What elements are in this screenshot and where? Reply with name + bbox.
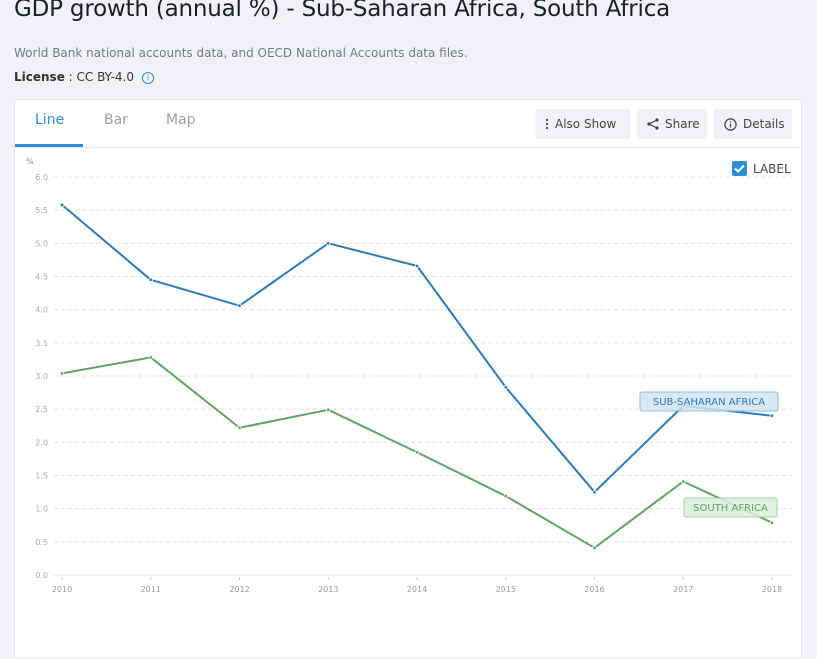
y-tick-label: 4.0 (35, 306, 48, 315)
source-text: World Bank national accounts data, and O… (14, 46, 468, 60)
license-separator: : (64, 70, 77, 84)
data-point (414, 263, 420, 269)
y-axis-unit-label: % (26, 157, 34, 166)
info-icon[interactable]: i (141, 72, 154, 84)
y-tick-label: 1.5 (35, 472, 48, 481)
data-point (503, 493, 508, 499)
series-label-box (639, 391, 779, 412)
active-tab-indicator (15, 144, 83, 147)
y-tick-label: 0.5 (35, 538, 48, 547)
data-point (237, 425, 242, 430)
series-label: SOUTH AFRICA (693, 503, 768, 514)
info-circle-icon (724, 117, 737, 131)
y-tick-label: 4.5 (35, 273, 48, 282)
data-point (148, 355, 153, 360)
share-label: Share (665, 117, 700, 131)
more-vertical-icon (545, 118, 549, 130)
label-checkbox[interactable] (732, 161, 747, 176)
chart-card: Line Bar Map Also Show Share Details LAB… (14, 99, 802, 659)
data-point (326, 407, 331, 413)
tab-map[interactable]: Map (166, 112, 196, 128)
data-point (59, 371, 65, 376)
y-tick-label: 5.0 (35, 239, 48, 248)
y-tick-label: 6.0 (35, 173, 48, 182)
data-point (59, 202, 65, 208)
tab-line[interactable]: Line (35, 112, 65, 128)
line-chart: % 0.0 0.5 1.0 1.5 2.0 2.5 3.0 3.5 4.0 4.5 5.0 5.5 6.0… (26, 157, 792, 594)
x-tick-label: 2014 (407, 585, 427, 594)
license-label: License (14, 70, 65, 84)
label-toggle-text: LABEL (753, 161, 791, 176)
check-icon (734, 164, 745, 173)
series-label-box (683, 497, 778, 518)
data-point (769, 520, 775, 525)
y-tick-label: 5.5 (35, 206, 48, 215)
tab-bar[interactable]: Bar (104, 112, 128, 128)
data-point (237, 303, 242, 308)
license-value: CC BY-4.0 (76, 70, 134, 84)
series-label: SUB-SAHARAN AFRICA (653, 397, 765, 408)
data-point (681, 479, 686, 484)
x-tick-label: 2015 (496, 585, 516, 594)
share-icon (647, 118, 659, 130)
y-tick-label: 1.0 (35, 505, 48, 514)
data-point (414, 450, 420, 455)
x-tick-label: 2017 (673, 585, 693, 594)
x-tick-label: 2011 (141, 585, 161, 594)
data-point (326, 241, 331, 246)
x-tick-label: 2010 (52, 585, 72, 594)
details-button[interactable]: Details (714, 109, 792, 139)
y-tick-label: 3.0 (35, 372, 48, 381)
y-tick-label: 3.5 (35, 339, 48, 348)
series-line-sub-saharan-africa (61, 204, 773, 494)
data-point (592, 545, 597, 551)
also-show-button[interactable]: Also Show (535, 109, 630, 139)
y-tick-label: 2.0 (35, 438, 48, 447)
share-button[interactable]: Share (637, 109, 707, 139)
chart-tabs: Line Bar Map Also Show Share Details (15, 100, 801, 148)
x-tick-label: 2018 (762, 585, 782, 594)
license-line: License : CC BY-4.0 i (14, 70, 154, 84)
label-toggle[interactable]: LABEL (732, 161, 791, 176)
x-tick-label: 2012 (229, 585, 249, 594)
data-point (592, 489, 597, 495)
x-tick-label: 2016 (584, 585, 604, 594)
data-point (148, 277, 153, 283)
data-point (769, 413, 775, 418)
data-point (503, 385, 508, 390)
page-title: GDP growth (annual %) - Sub-Saharan Afri… (14, 0, 671, 22)
x-tick-label: 2013 (318, 585, 338, 594)
y-tick-label: 2.5 (35, 405, 48, 414)
also-show-label: Also Show (555, 117, 617, 131)
details-label: Details (743, 117, 785, 131)
y-tick-label: 0.0 (35, 571, 48, 580)
